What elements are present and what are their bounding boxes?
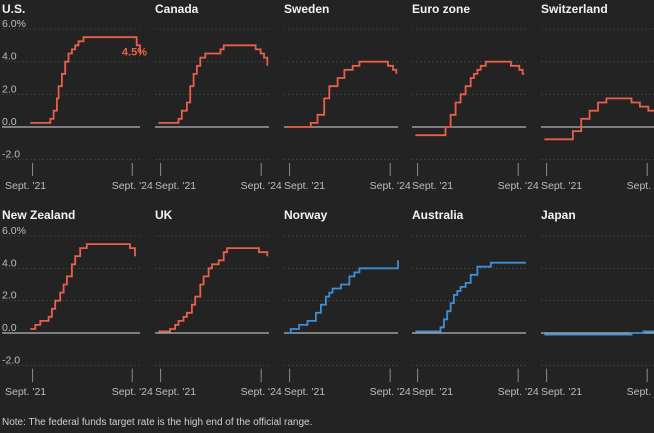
x-tick-label: Sept. '21 xyxy=(5,180,46,192)
panel-title: New Zealand xyxy=(2,208,75,222)
panel-title: UK xyxy=(155,208,173,222)
x-tick-label: Sept. '21 xyxy=(284,180,325,192)
panel-title: Norway xyxy=(284,208,328,222)
series-line xyxy=(544,330,654,336)
x-tick-label: Sept. '24 xyxy=(241,180,282,192)
end-value-label: 4.5% xyxy=(122,47,147,59)
x-tick-label: Sept. '24 xyxy=(112,180,153,192)
y-tick-label: 0.0 xyxy=(2,322,17,334)
series-line xyxy=(544,97,654,141)
x-tick-label: Sept. '24 xyxy=(370,386,411,398)
series-line xyxy=(287,260,399,334)
x-tick-label: Sept. '21 xyxy=(5,386,46,398)
series-line xyxy=(158,44,269,124)
x-tick-label: Sept. '24 xyxy=(370,180,411,192)
panel-title: Switzerland xyxy=(541,2,608,16)
x-tick-label: Sept. '24 xyxy=(627,386,654,398)
y-tick-label: 6.0% xyxy=(2,225,26,237)
x-tick-label: Sept. '24 xyxy=(498,386,539,398)
chart-note: Note: The federal funds target rate is t… xyxy=(2,417,313,428)
x-tick-label: Sept. '24 xyxy=(112,386,153,398)
y-tick-label: 6.0% xyxy=(2,18,26,30)
series-line xyxy=(30,36,141,124)
series-line xyxy=(158,247,269,333)
y-tick-label: 2.0 xyxy=(2,83,17,95)
y-tick-label: -2.0 xyxy=(2,354,20,366)
y-tick-label: -2.0 xyxy=(2,149,20,161)
x-tick-label: Sept. '21 xyxy=(155,180,196,192)
x-tick-label: Sept. '24 xyxy=(498,180,539,192)
x-tick-label: Sept. '21 xyxy=(541,386,582,398)
x-tick-label: Sept. '21 xyxy=(155,386,196,398)
series-line xyxy=(415,261,526,333)
x-tick-label: Sept. '21 xyxy=(412,386,453,398)
y-tick-label: 4.0 xyxy=(2,51,17,63)
panel-title: U.S. xyxy=(2,2,25,16)
panel-title: Canada xyxy=(155,2,199,16)
series-line xyxy=(287,60,398,128)
y-tick-label: 0.0 xyxy=(2,116,17,128)
x-tick-label: Sept. '21 xyxy=(284,386,325,398)
panel-title: Euro zone xyxy=(412,2,470,16)
x-tick-label: Sept. '21 xyxy=(541,180,582,192)
x-tick-label: Sept. '21 xyxy=(412,180,453,192)
x-tick-label: Sept. '24 xyxy=(627,180,654,192)
series-line xyxy=(30,243,136,330)
panel-title: Sweden xyxy=(284,2,329,16)
y-tick-label: 2.0 xyxy=(2,290,17,302)
x-tick-label: Sept. '24 xyxy=(241,386,282,398)
panel-title: Japan xyxy=(541,208,576,222)
series-line xyxy=(415,60,525,137)
panel-title: Australia xyxy=(412,208,464,222)
y-tick-label: 4.0 xyxy=(2,257,17,269)
